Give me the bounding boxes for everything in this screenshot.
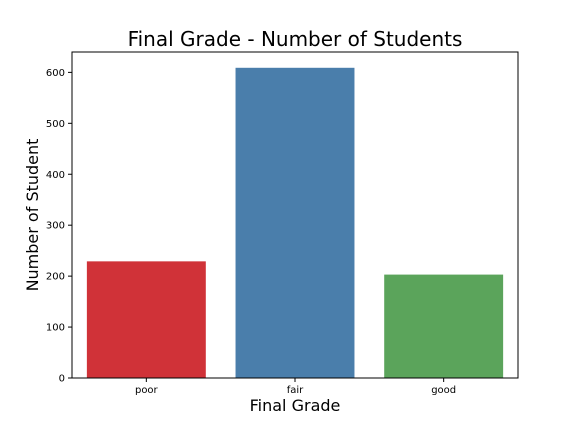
y-tick-label: 300 — [46, 221, 65, 232]
plot-frame — [71, 51, 519, 379]
x-tick-label-poor: poor — [135, 385, 159, 396]
bars-group — [86, 67, 504, 379]
y-tick-label: 0 — [59, 374, 65, 385]
y-tick-label: 400 — [46, 170, 65, 181]
y-axis-label: Number of Student — [23, 139, 42, 292]
y-tick-label: 500 — [46, 119, 65, 130]
y-tick-label: 200 — [46, 272, 65, 283]
x-axis-ticks: poor fair good — [135, 378, 456, 396]
bar-fair — [235, 67, 355, 379]
x-axis-label: Final Grade — [250, 396, 341, 415]
y-axis-ticks: 0 100 200 300 400 500 600 — [46, 68, 72, 385]
bar-good — [384, 274, 504, 378]
bar-poor — [86, 261, 206, 378]
x-tick-label-fair: fair — [287, 385, 304, 396]
y-tick-label: 100 — [46, 323, 65, 334]
x-tick-label-good: good — [431, 385, 456, 396]
chart-title: Final Grade - Number of Students — [128, 27, 463, 51]
y-tick-label: 600 — [46, 68, 65, 79]
